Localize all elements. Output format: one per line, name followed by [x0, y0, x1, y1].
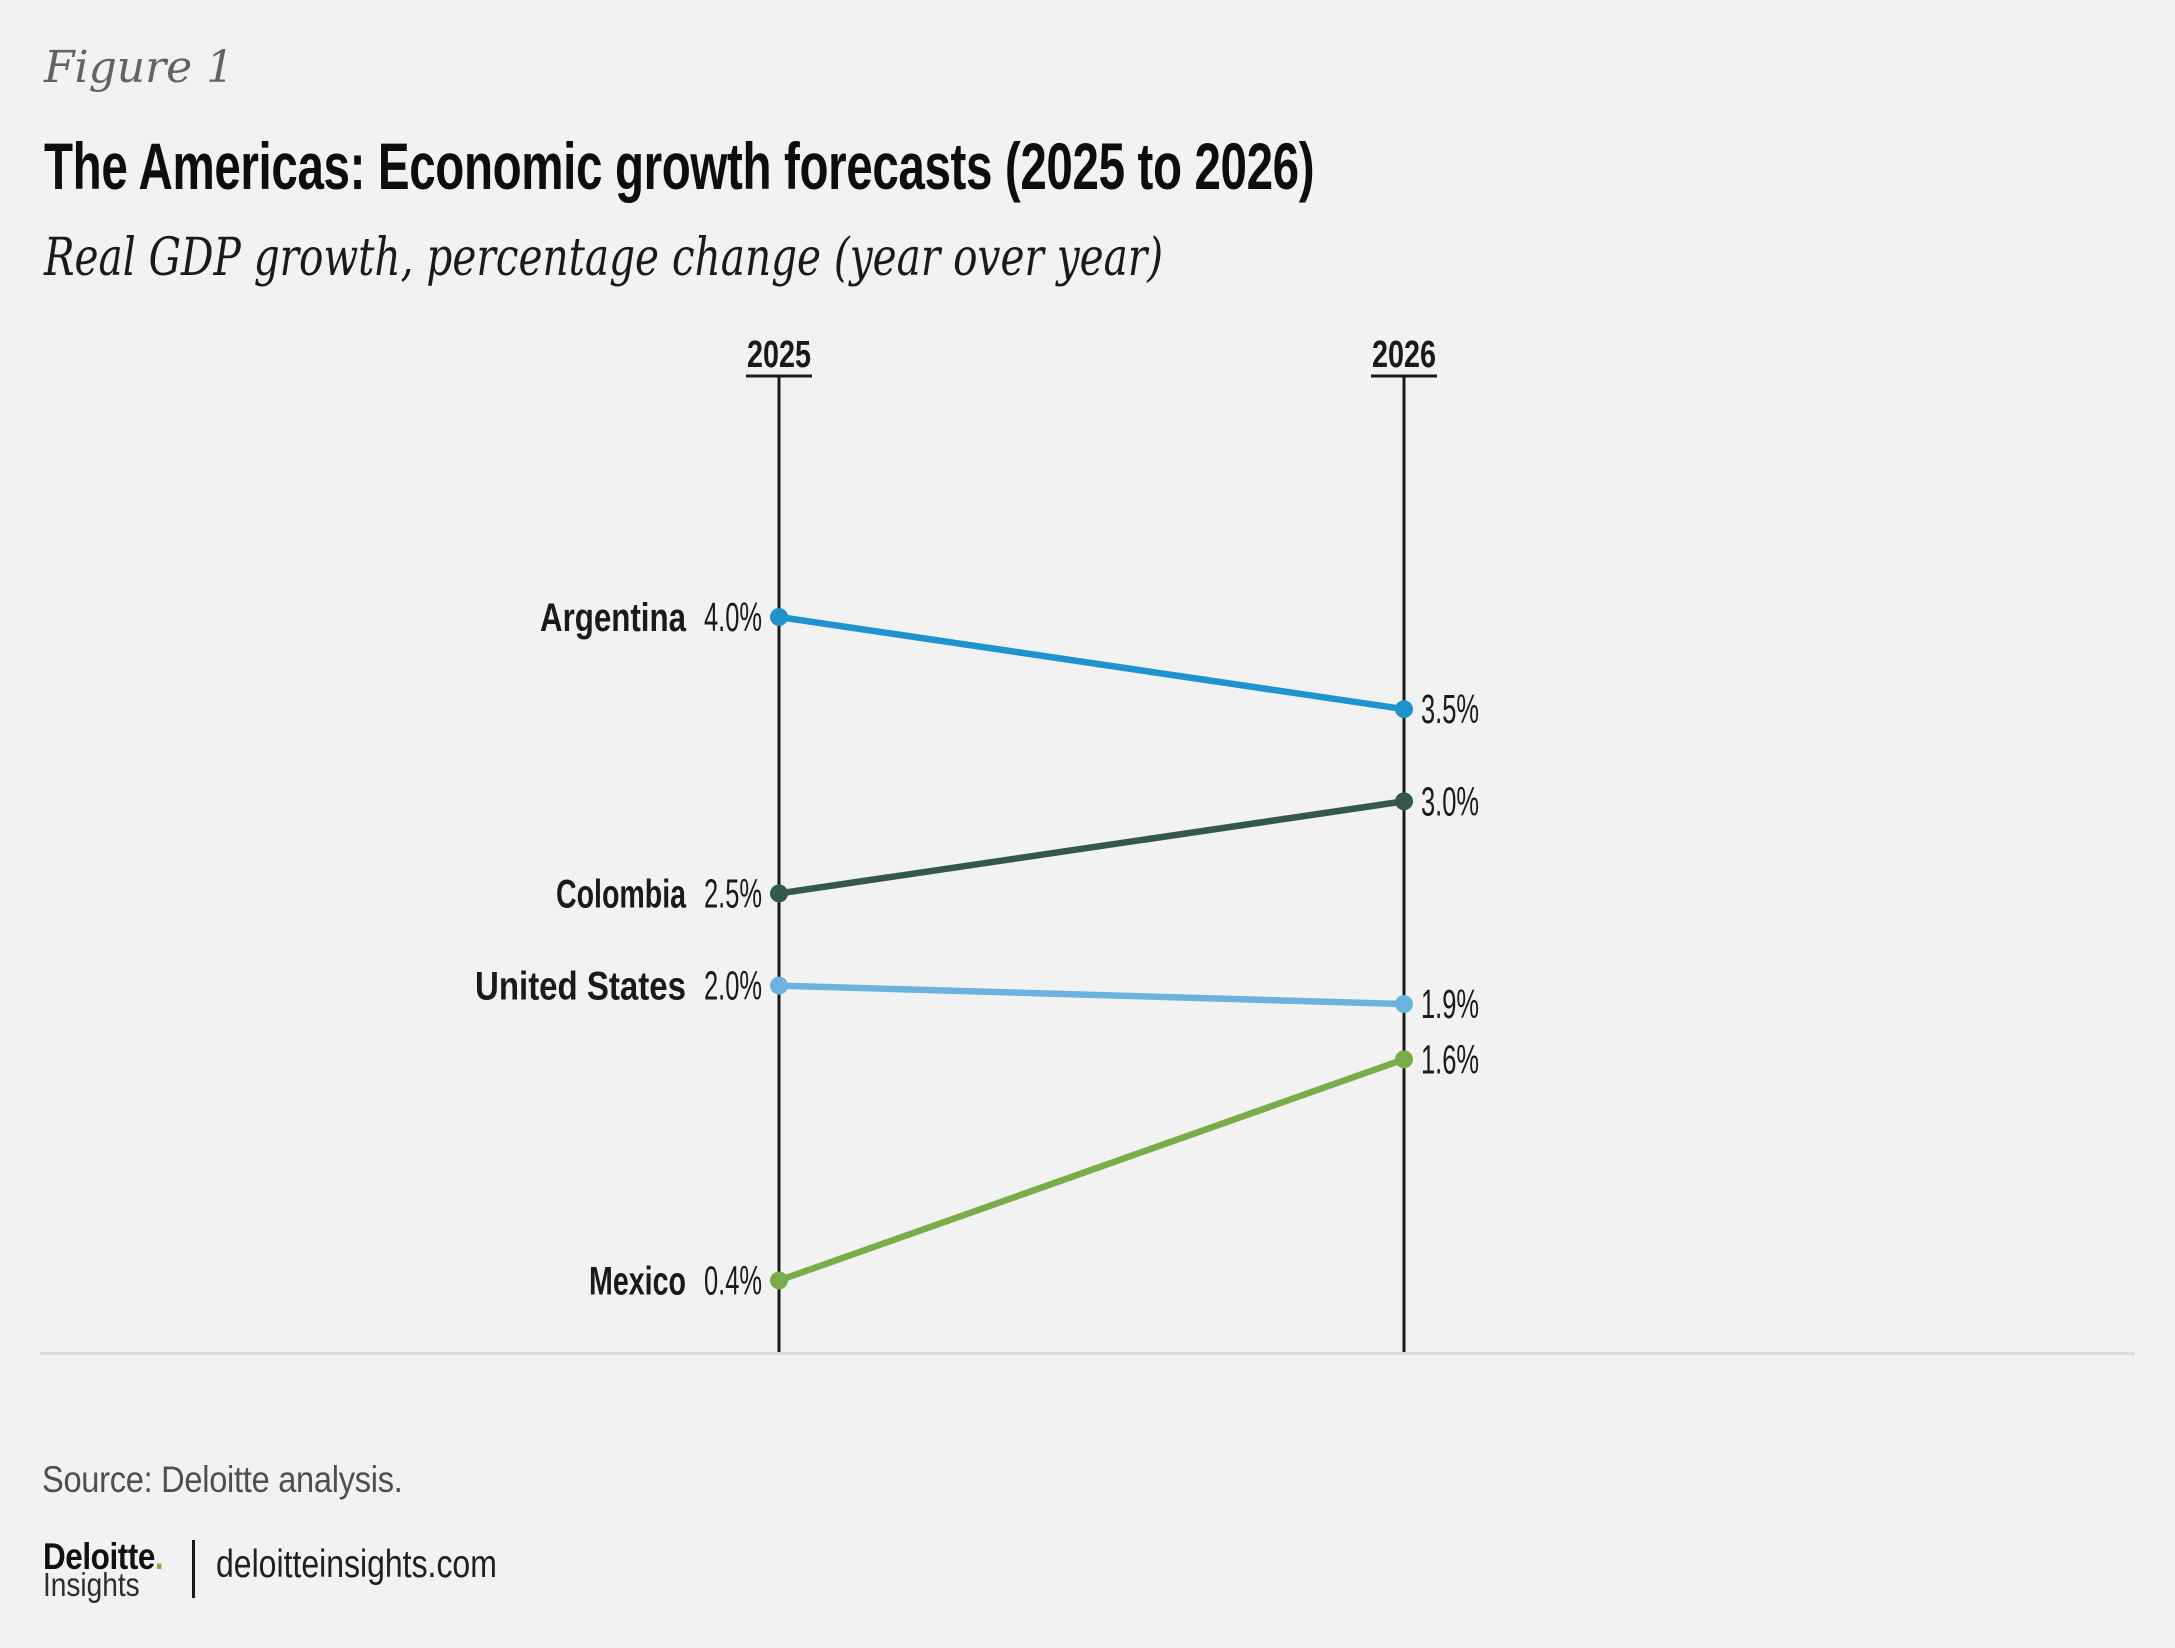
series-line-colombia	[778, 798, 1405, 897]
dot-colombia-2026	[1395, 792, 1413, 811]
brand-name: Deloitte	[43, 1536, 155, 1577]
brand-insights-label: Insights	[43, 1566, 140, 1603]
site-link[interactable]: deloitteinsights.com	[216, 1543, 497, 1586]
dot-argentina-2026	[1395, 700, 1413, 719]
brand-dot: .	[154, 1536, 164, 1577]
value-label-colombia-2025: 2.5%	[704, 870, 762, 916]
series-line-argentina	[778, 613, 1405, 713]
series-label-mexico: Mexico	[589, 1259, 686, 1303]
logo-divider	[192, 1540, 195, 1598]
dot-mexico-2025	[770, 1271, 788, 1290]
dot-argentina-2025	[770, 608, 788, 626]
value-label-argentina-2025: 4.0%	[704, 594, 762, 640]
series-label-united-states: United States	[475, 965, 686, 1009]
deloitte-logo: Deloitte.	[43, 1536, 164, 1577]
series-line-mexico	[777, 1056, 1406, 1284]
value-label-colombia-2026: 3.0%	[1421, 778, 1479, 824]
chart-subtitle: Real GDP growth, percentage change (year…	[44, 228, 1164, 288]
series-line-united-states	[778, 982, 1405, 1008]
dot-united-states-2026	[1395, 995, 1413, 1014]
axis-year-label-2026: 2026	[1372, 334, 1436, 376]
dot-mexico-2026	[1395, 1050, 1413, 1069]
value-label-mexico-2026: 1.6%	[1421, 1036, 1479, 1082]
dot-colombia-2025	[770, 884, 788, 903]
axis-year-label-2025: 2025	[747, 334, 811, 376]
series-label-argentina: Argentina	[540, 596, 687, 640]
value-label-united-states-2025: 2.0%	[704, 963, 762, 1009]
page-title: The Americas: Economic growth forecasts …	[44, 129, 1315, 203]
value-label-argentina-2026: 3.5%	[1421, 686, 1479, 732]
dot-united-states-2025	[770, 976, 788, 995]
value-label-mexico-2025: 0.4%	[704, 1257, 762, 1303]
value-label-united-states-2026: 1.9%	[1421, 981, 1479, 1027]
series-label-colombia: Colombia	[556, 872, 687, 916]
chart-baseline-rule	[40, 1352, 2135, 1355]
figure-label: Figure 1	[44, 42, 235, 93]
source-note: Source: Deloitte analysis.	[42, 1459, 403, 1500]
